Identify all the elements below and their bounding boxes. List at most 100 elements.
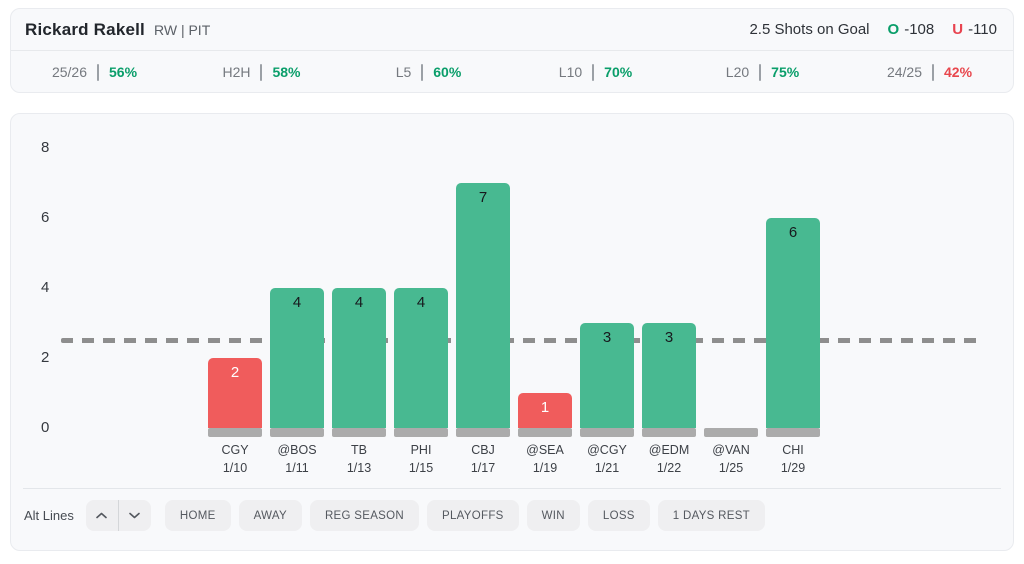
y-axis-tick-2: 2 — [41, 349, 50, 366]
bar-value-label: 4 — [292, 294, 302, 311]
bar-base-strip — [208, 428, 262, 437]
opponent-label: @EDM — [648, 443, 690, 457]
bar-fill: 4 — [332, 288, 386, 428]
x-label-chi: CHI 1/29 — [766, 441, 820, 477]
split-value: 70% — [604, 64, 633, 80]
alt-line-stepper — [85, 500, 151, 531]
opponent-label: @CGY — [587, 443, 627, 457]
split-l5: L5 60% — [345, 63, 512, 81]
game-date-label: 1/21 — [594, 461, 620, 475]
bar-cbj[interactable]: 7 — [456, 183, 510, 437]
bar-fill: 2 — [208, 358, 262, 428]
x-label-cgy: CGY 1/10 — [208, 441, 262, 477]
filter-chip-away[interactable]: AWAY — [238, 500, 302, 531]
bar-base-strip — [642, 428, 696, 437]
bar-chart-plot: 2 4 4 4 7 1 3 3 6 0 2 4 6 8 — [35, 128, 989, 437]
hit-rate-splits-row: 25/26 56% H2H 58% L5 60% L10 70% L20 75% 24/25 42% — [11, 51, 1013, 93]
over-odds: O -108 — [888, 21, 935, 38]
prop-line — [61, 337, 985, 343]
x-label-cbj: CBJ 1/17 — [456, 441, 510, 477]
chart-controls: Alt Lines HOME AWAY REG SEASON PLAYOFFS WIN L… — [11, 489, 1013, 545]
alt-line-up-button[interactable] — [86, 500, 118, 531]
game-date-label: 1/11 — [285, 461, 309, 475]
bar-sea[interactable]: 1 — [518, 393, 572, 437]
game-date-label: 1/22 — [656, 461, 682, 475]
y-axis-tick-6: 6 — [41, 209, 50, 226]
bar-van[interactable] — [704, 428, 758, 437]
player-name: Rickard Rakell — [25, 19, 145, 39]
bar-value-label: 1 — [540, 399, 550, 416]
x-axis-labels: CGY 1/10 @BOS 1/11 TB 1/13 PHI 1/15 CBJ 1/17 @SEA 1… — [208, 441, 989, 477]
opponent-label: PHI — [410, 443, 432, 457]
split-label: H2H — [222, 64, 251, 80]
chevron-down-icon — [129, 512, 141, 519]
filter-chip-win[interactable]: WIN — [526, 500, 580, 531]
bar-fill: 3 — [642, 323, 696, 428]
x-label-phi: PHI 1/15 — [394, 441, 448, 477]
opponent-label: CHI — [782, 443, 804, 457]
split-value: 60% — [433, 64, 462, 80]
bar-bos[interactable]: 4 — [270, 288, 324, 437]
bar-base-strip — [332, 428, 386, 437]
alt-lines-label: Alt Lines — [24, 508, 74, 523]
alt-line-down-button[interactable] — [119, 500, 151, 531]
bar-base-strip — [518, 428, 572, 437]
x-label-bos: @BOS 1/11 — [270, 441, 324, 477]
split-separator — [421, 63, 424, 81]
y-axis-tick-0: 0 — [41, 419, 50, 436]
filter-chip-loss[interactable]: LOSS — [587, 500, 650, 531]
bar-fill: 1 — [518, 393, 572, 428]
bar-cgy[interactable]: 3 — [580, 323, 634, 437]
over-indicator: O — [887, 21, 900, 38]
under-odds: U -110 — [952, 21, 997, 38]
game-date-label: 1/25 — [718, 461, 744, 475]
split-label: L5 — [395, 64, 412, 80]
split-separator — [759, 63, 762, 81]
bar-fill: 4 — [270, 288, 324, 428]
bar-base-strip — [704, 428, 758, 437]
filter-chip-playoffs[interactable]: PLAYOFFS — [427, 500, 519, 531]
x-label-sea: @SEA 1/19 — [518, 441, 572, 477]
opponent-label: CGY — [221, 443, 249, 457]
split-separator — [592, 63, 595, 81]
bar-cgy[interactable]: 2 — [208, 358, 262, 437]
stepper-divider — [117, 500, 119, 531]
game-date-label: 1/10 — [222, 461, 248, 475]
bar-fill: 3 — [580, 323, 634, 428]
x-label-van: @VAN 1/25 — [704, 441, 758, 477]
bar-base-strip — [456, 428, 510, 437]
game-date-label: 1/13 — [346, 461, 372, 475]
bar-base-strip — [270, 428, 324, 437]
split-l20: L20 75% — [679, 63, 846, 81]
split-separator — [260, 63, 263, 81]
prop-header: Rickard Rakell RW | PIT 2.5 Shots on Goa… — [11, 9, 1013, 50]
under-indicator: U — [952, 21, 964, 38]
split-label: L20 — [725, 64, 750, 80]
shots-chart-card: 2 4 4 4 7 1 3 3 6 0 2 4 6 8 CGY 1/10 @BOS 1/11 TB 1/13 PHI… — [10, 113, 1014, 551]
header-divider — [11, 50, 1013, 51]
bar-chi[interactable]: 6 — [766, 218, 820, 437]
bar-base-strip — [580, 428, 634, 437]
bar-tb[interactable]: 4 — [332, 288, 386, 437]
opponent-label: @SEA — [526, 443, 564, 457]
under-odds-value: -110 — [968, 21, 997, 38]
controls-divider — [23, 488, 1001, 489]
filter-chip-reg-season[interactable]: REG SEASON — [309, 500, 419, 531]
player-prop-card: Rickard Rakell RW | PIT 2.5 Shots on Goa… — [10, 8, 1014, 93]
filter-chips: HOME AWAY REG SEASON PLAYOFFS WIN LOSS 1 DAYS … — [164, 500, 766, 531]
split-value: 75% — [771, 64, 800, 80]
bar-phi[interactable]: 4 — [394, 288, 448, 437]
x-label-edm: @EDM 1/22 — [642, 441, 696, 477]
filter-chip-1-days-rest[interactable]: 1 DAYS REST — [657, 500, 766, 531]
game-date-label: 1/15 — [408, 461, 434, 475]
bar-fill: 6 — [766, 218, 820, 428]
x-label-cgy: @CGY 1/21 — [580, 441, 634, 477]
bar-fill: 4 — [394, 288, 448, 428]
bar-base-strip — [394, 428, 448, 437]
bar-edm[interactable]: 3 — [642, 323, 696, 437]
opponent-label: @BOS — [277, 443, 317, 457]
bar-value-label: 7 — [478, 189, 488, 206]
split-l10: L10 70% — [512, 63, 679, 81]
split-label: L10 — [558, 64, 583, 80]
filter-chip-home[interactable]: HOME — [164, 500, 231, 531]
